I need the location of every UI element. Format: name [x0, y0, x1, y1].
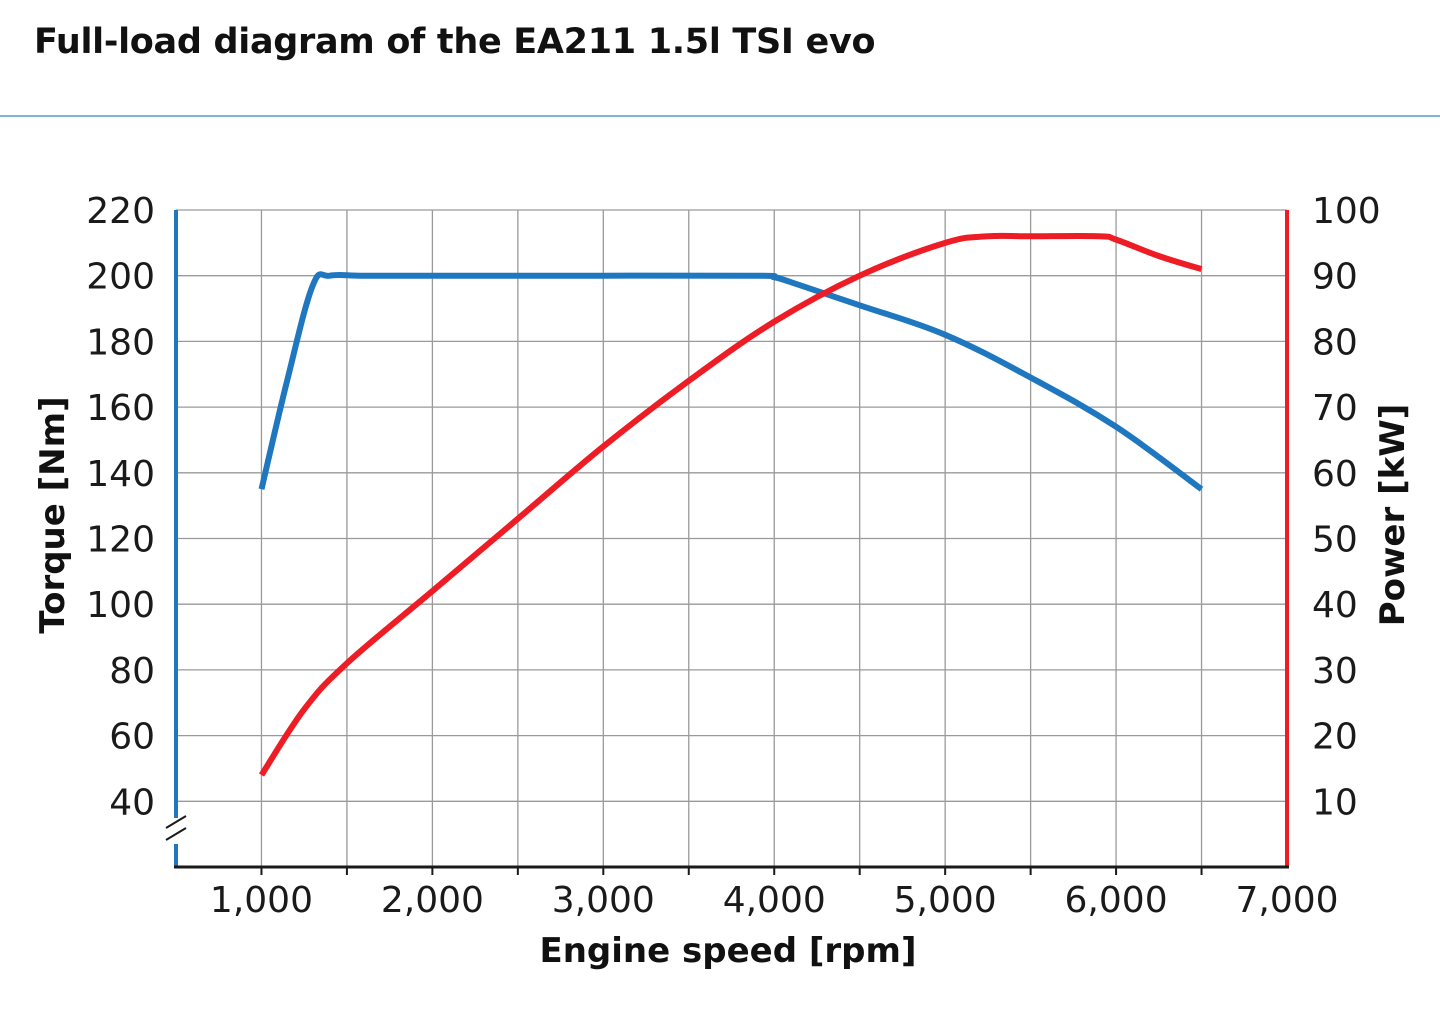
x-tick-label: 2,000: [381, 880, 484, 921]
torque-series-line: [258, 271, 1204, 492]
title-divider: [0, 115, 1440, 117]
right-tick-label: 30: [1312, 651, 1358, 692]
left-tick-label: 100: [86, 585, 155, 626]
left-axis-title: Torque [Nm]: [33, 396, 73, 633]
right-tick-label: 50: [1312, 520, 1358, 561]
data-series: [258, 232, 1204, 777]
right-tick-label: 10: [1312, 782, 1358, 823]
left-tick-label: 40: [109, 782, 155, 823]
axes: [165, 210, 1289, 875]
x-tick-label: 4,000: [723, 880, 826, 921]
x-axis-title: Engine speed [rpm]: [539, 931, 916, 971]
left-tick-label: 220: [86, 191, 155, 232]
x-tick-label: 7,000: [1235, 880, 1338, 921]
right-tick-label: 60: [1312, 454, 1358, 495]
grid-lines: [176, 209, 1287, 867]
right-tick-label: 90: [1312, 257, 1358, 298]
right-tick-label: 80: [1312, 322, 1358, 363]
left-tick-label: 120: [86, 520, 155, 561]
tick-labels: 1,000 2,000 3,000 4,000 5,000 6,000 7,000 40 60 8…: [86, 191, 1380, 921]
x-tick-label: 5,000: [894, 880, 997, 921]
axis-break-slash: [165, 815, 187, 829]
left-tick-label: 140: [86, 454, 155, 495]
x-tick-label: 1,000: [210, 880, 313, 921]
power-series-line: [258, 232, 1203, 777]
right-tick-label: 100: [1312, 191, 1381, 232]
x-tick-label: 3,000: [552, 880, 655, 921]
right-tick-label: 70: [1312, 388, 1358, 429]
page-title: Full-load diagram of the EA211 1.5l TSI …: [34, 22, 876, 62]
axis-break-slash: [165, 827, 187, 841]
x-tick-label: 6,000: [1065, 880, 1168, 921]
axis-break-mark: [165, 815, 187, 844]
left-tick-label: 80: [109, 651, 155, 692]
right-tick-label: 20: [1312, 717, 1358, 758]
left-tick-label: 60: [109, 717, 155, 758]
right-axis-title: Power [kW]: [1373, 404, 1413, 627]
left-tick-label: 180: [86, 322, 155, 363]
left-tick-label: 200: [86, 257, 155, 298]
left-tick-label: 160: [86, 388, 155, 429]
axis-titles: Engine speed [rpm] Torque [Nm] Power [kW…: [33, 396, 1413, 971]
right-tick-label: 40: [1312, 585, 1358, 626]
